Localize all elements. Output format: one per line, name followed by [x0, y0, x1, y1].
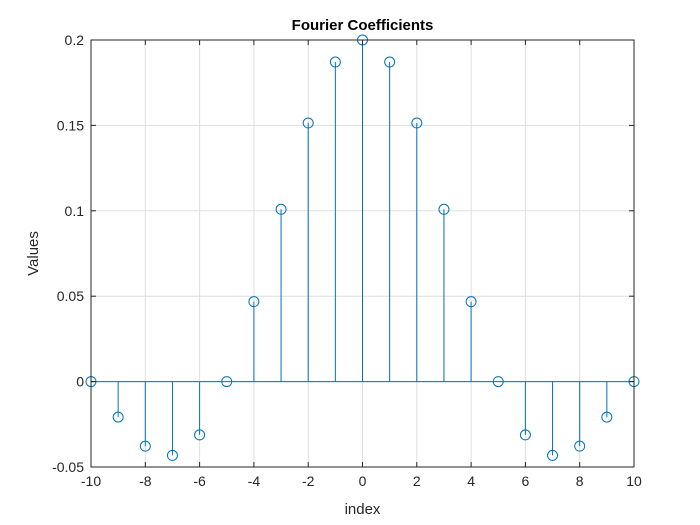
stem-marker [302, 117, 314, 129]
stem-marker [438, 203, 450, 215]
x-tick-label: -4 [248, 473, 261, 489]
x-axis-label: index [345, 501, 381, 518]
stem-marker [112, 411, 124, 423]
y-tick-label: 0.15 [57, 117, 84, 133]
x-tick-label: 4 [467, 473, 475, 489]
y-tick-label: 0.2 [65, 32, 85, 48]
stem-marker [519, 429, 531, 441]
x-tick-label: 8 [576, 473, 584, 489]
stem-marker [275, 203, 287, 215]
stem-marker [166, 449, 178, 461]
stem-marker [221, 376, 233, 388]
stem-marker [384, 56, 396, 68]
stem-series [85, 34, 640, 461]
x-tick-label: -10 [81, 473, 101, 489]
stem-marker [139, 440, 151, 452]
x-tick-label: 6 [522, 473, 530, 489]
stem-marker [411, 117, 423, 129]
stem-marker [194, 429, 206, 441]
stem-marker [492, 376, 504, 388]
x-tick-label: 10 [626, 473, 642, 489]
x-tick-label: -6 [193, 473, 206, 489]
y-axis-label: Values [25, 231, 42, 276]
x-tick-label: 2 [413, 473, 421, 489]
x-tick-label: -2 [302, 473, 315, 489]
y-tick-label: 0 [76, 374, 84, 390]
stem-marker [547, 449, 559, 461]
y-tick-label: 0.1 [65, 203, 85, 219]
stem-marker [329, 56, 341, 68]
chart-title: Fourier Coefficients [292, 17, 434, 34]
stem-marker [574, 440, 586, 452]
y-tick-label: 0.05 [57, 288, 84, 304]
stem-marker [248, 296, 260, 308]
stem-marker [465, 296, 477, 308]
ticks: -10 -8 -6 -4 -2 0 2 4 6 8 10 -0.05 0 0.05 0.1 0.15 0.2 [52, 32, 642, 489]
y-tick-label: -0.05 [52, 459, 84, 475]
stem-marker [601, 411, 613, 423]
x-tick-label: 0 [359, 473, 367, 489]
x-tick-label: -8 [139, 473, 152, 489]
